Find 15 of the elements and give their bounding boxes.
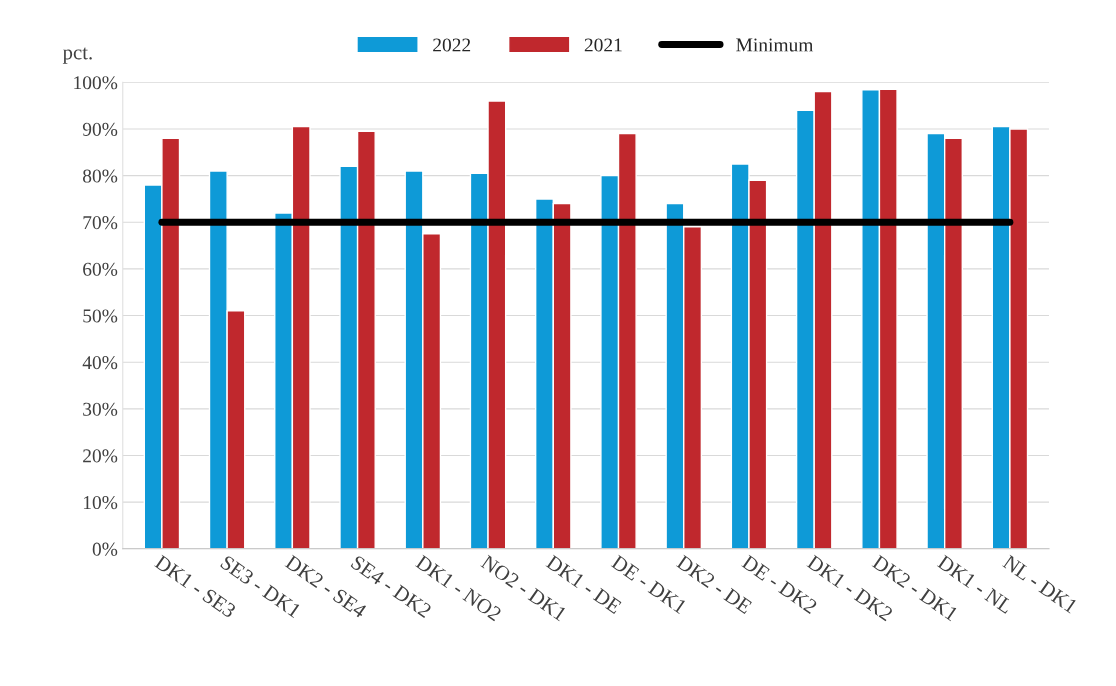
y-tick-label: 50% (83, 309, 118, 323)
y-tick-label: 90% (82, 122, 118, 136)
y-tick-label: 30% (83, 402, 118, 416)
y-axis-title: pct. (62, 47, 92, 64)
legend-label: Minimum (736, 38, 814, 52)
y-tick-label: 100% (74, 76, 118, 90)
y-tick-label: 60% (83, 262, 118, 276)
y-tick-label: 0% (92, 542, 118, 556)
y-tick-label: 70% (83, 216, 118, 230)
y-tick-label: 10% (83, 495, 118, 510)
legend-label: 2022 (433, 38, 471, 52)
legend-label: 2021 (584, 38, 622, 52)
y-tick-label: 80% (83, 169, 118, 183)
y-tick-label: 20% (83, 449, 118, 463)
y-tick-label: 40% (82, 356, 118, 370)
